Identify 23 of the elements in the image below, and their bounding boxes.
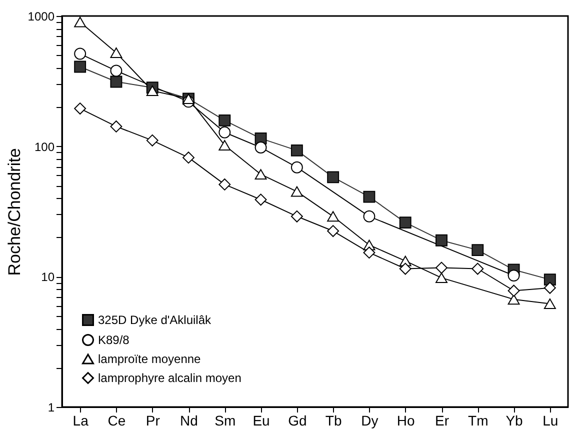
x-tick-label: Dy <box>361 412 378 428</box>
y-tick-label: 1 <box>48 400 55 414</box>
x-tick-label: Ce <box>108 412 126 428</box>
x-tick-label: Tb <box>325 412 342 428</box>
x-tick-label: Sm <box>214 412 236 428</box>
x-tick-label: Gd <box>288 412 307 428</box>
legend-label: 325D Dyke d'Akluilâk <box>98 313 212 327</box>
x-tick-label: La <box>72 412 89 428</box>
y-tick-label: 10 <box>41 270 55 284</box>
x-tick-label: Er <box>435 412 450 428</box>
legend-label: K89/8 <box>98 333 130 347</box>
x-tick-label: Nd <box>180 412 198 428</box>
x-tick-label: Yb <box>506 412 524 428</box>
y-axis-title: Roche/Chondrite <box>4 148 24 276</box>
legend-label: lamproïte moyenne <box>98 352 202 366</box>
x-tick-label: Lu <box>542 412 558 428</box>
x-tick-label: Tm <box>468 412 488 428</box>
x-tick-label: Ho <box>396 412 416 428</box>
x-tick-label: Pr <box>146 412 160 428</box>
y-tick-label: 1000 <box>28 10 55 24</box>
legend-label: lamprophyre alcalin moyen <box>98 371 242 385</box>
x-tick-label: Eu <box>252 412 270 428</box>
y-tick-label: 100 <box>34 140 55 154</box>
